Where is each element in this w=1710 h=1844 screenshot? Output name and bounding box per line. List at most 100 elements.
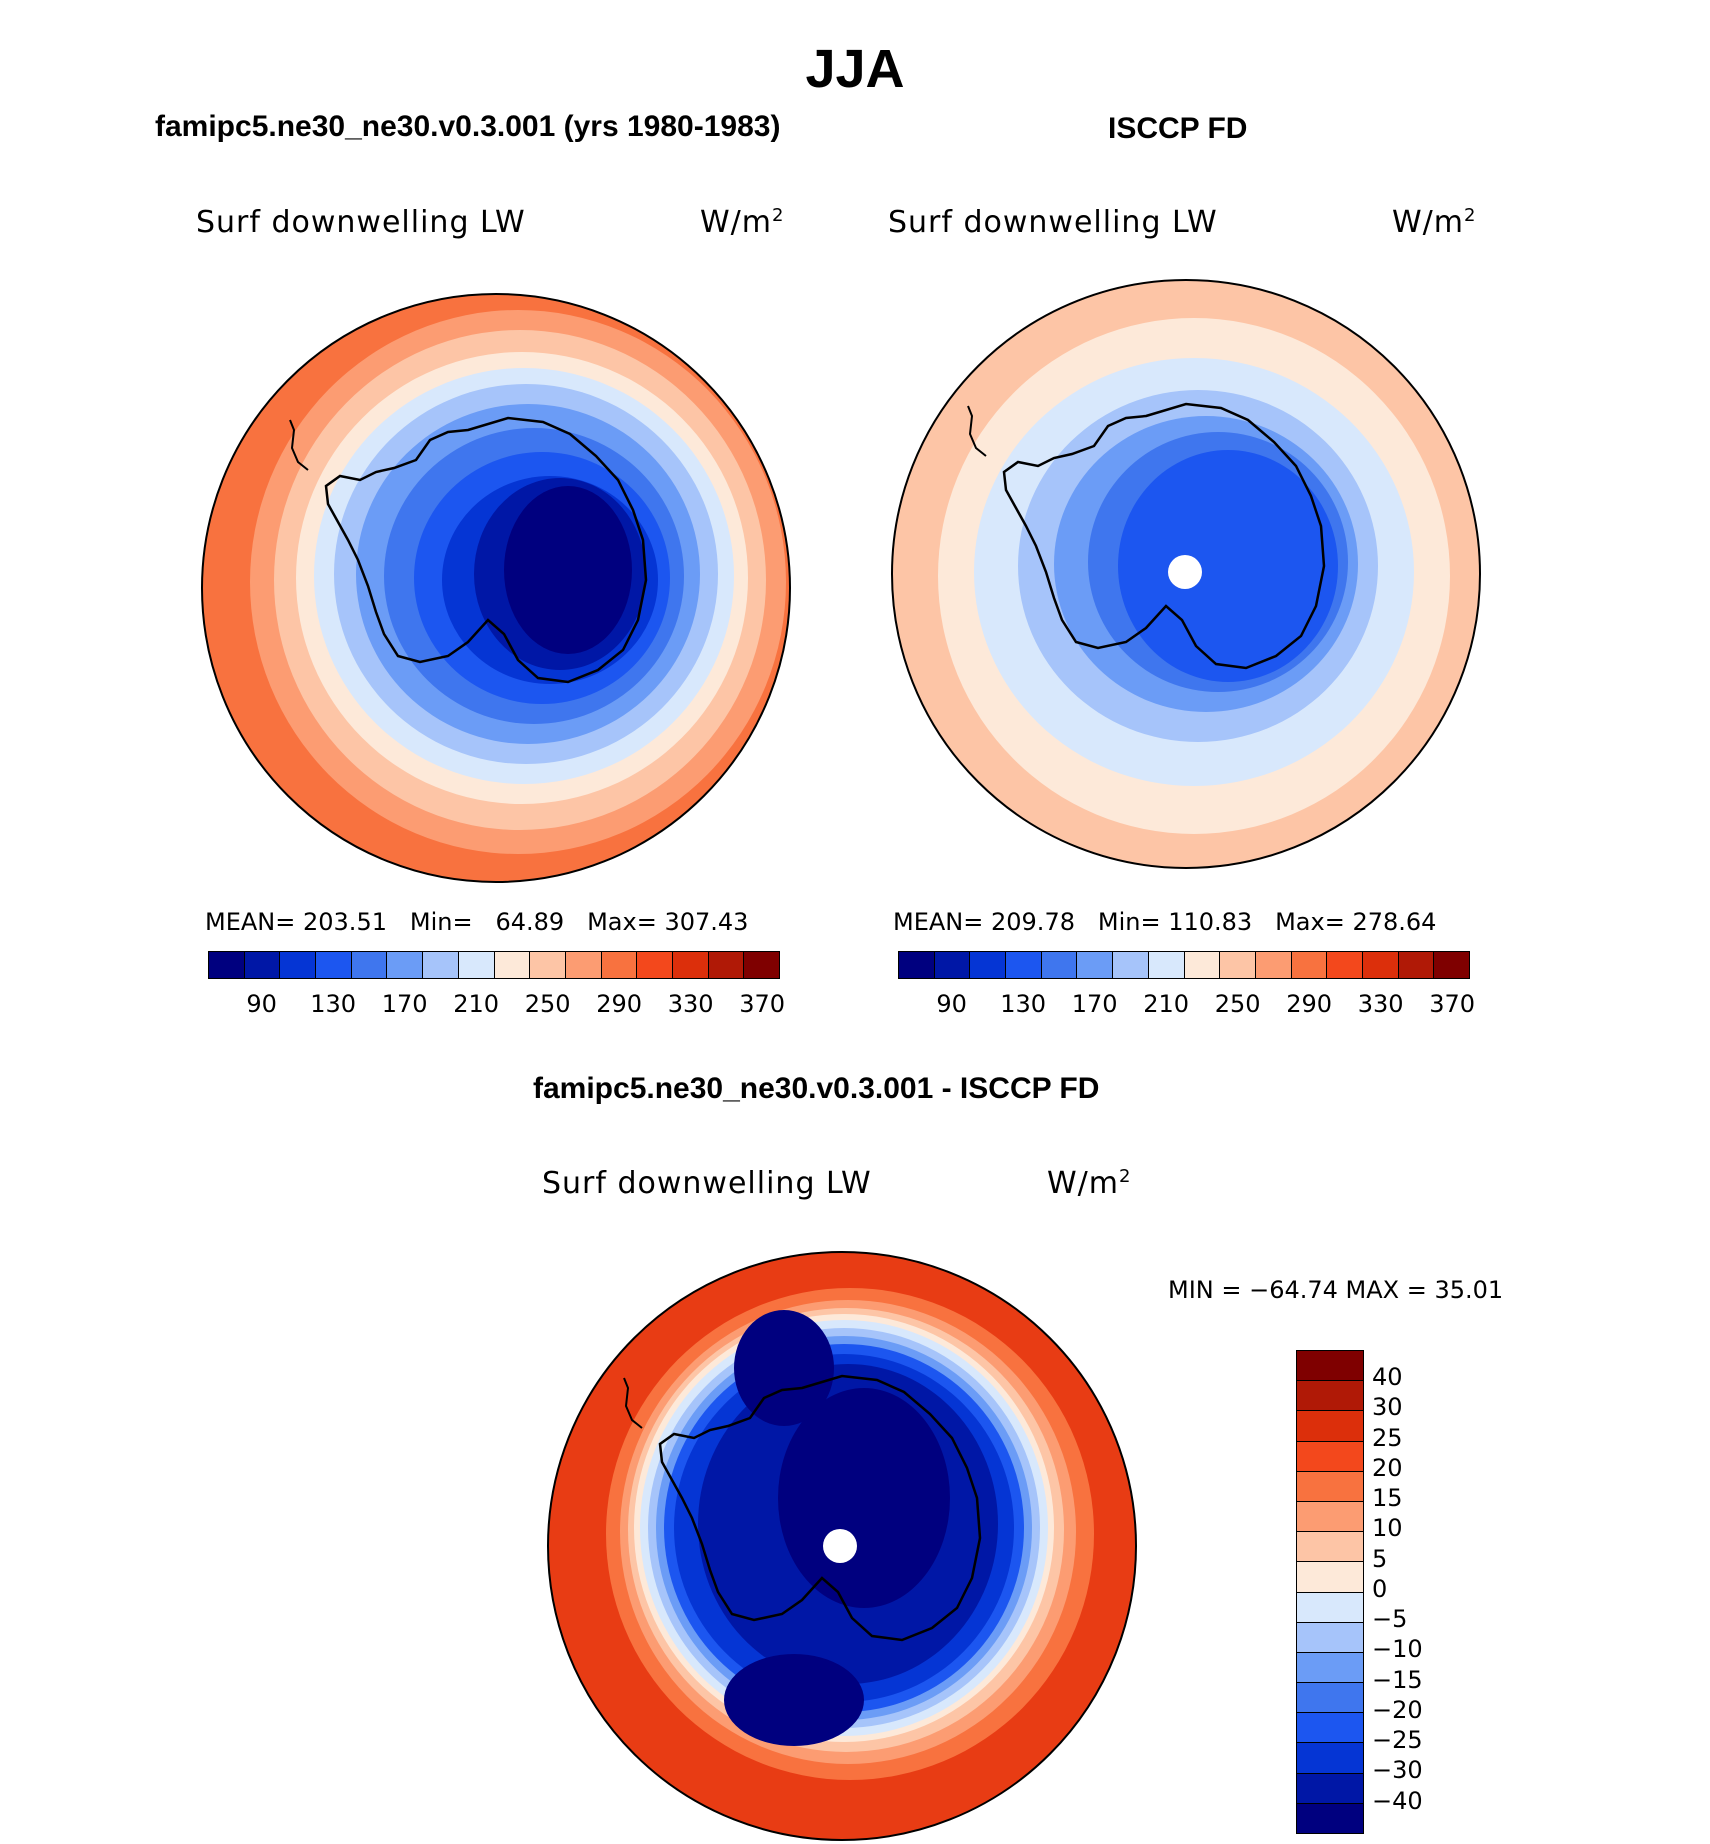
colorbar-tick-label: 170	[1071, 990, 1118, 1018]
colorbar-tick-label: 250	[1214, 990, 1261, 1018]
colorbar-tick-label: 15	[1372, 1484, 1403, 1513]
colorbar-swatch	[1297, 1351, 1363, 1382]
colorbar-tick-label: 40	[1372, 1363, 1403, 1392]
colorbar-swatch	[1077, 952, 1114, 978]
page-title: JJA	[805, 39, 905, 99]
colorbar-swatch	[899, 952, 935, 978]
colorbar-tick-label: 250	[524, 990, 571, 1018]
colorbar-swatch	[1297, 1381, 1363, 1412]
colorbar-swatch	[244, 952, 281, 978]
colorbar-swatch	[601, 952, 638, 978]
colorbar-tick-label: 130	[1000, 990, 1047, 1018]
model-panel-title: famipc5.ne30_ne30.v0.3.001 (yrs 1980-198…	[155, 110, 781, 143]
colorbar-swatch	[1362, 952, 1399, 978]
colorbar-tick-label: 90	[246, 990, 277, 1018]
colorbar-tick-label: 370	[739, 990, 786, 1018]
colorbar-swatch	[1297, 1713, 1363, 1744]
model-variable-label: Surf downwelling LW	[196, 205, 526, 240]
colorbar-swatch	[934, 952, 971, 978]
colorbar-swatch	[1297, 1471, 1363, 1502]
colorbar-swatch	[1297, 1532, 1363, 1563]
model-colorbar	[208, 951, 780, 979]
colorbar-tick-label: 330	[1357, 990, 1404, 1018]
colorbar-tick-label: 90	[936, 990, 967, 1018]
obs-variable-label: Surf downwelling LW	[888, 205, 1218, 240]
colorbar-swatch	[1297, 1683, 1363, 1714]
colorbar-swatch	[530, 952, 566, 978]
colorbar-swatch	[1327, 952, 1363, 978]
colorbar-swatch	[1255, 952, 1292, 978]
colorbar-swatch	[1297, 1501, 1363, 1533]
diff-units-label: W/m2	[1047, 1166, 1132, 1201]
colorbar-swatch	[1297, 1592, 1363, 1623]
colorbar-swatch	[970, 952, 1007, 978]
colorbar-swatch	[458, 952, 495, 978]
colorbar-swatch	[708, 952, 745, 978]
colorbar-tick-label: 170	[381, 990, 428, 1018]
colorbar-swatch	[1291, 952, 1328, 978]
colorbar-swatch	[423, 952, 459, 978]
colorbar-tick-label: −15	[1372, 1665, 1423, 1694]
colorbar-tick-label: 20	[1372, 1453, 1403, 1482]
colorbar-swatch	[1220, 952, 1256, 978]
colorbar-swatch	[387, 952, 424, 978]
colorbar-swatch	[637, 952, 673, 978]
colorbar-swatch	[1113, 952, 1149, 978]
colorbar-swatch	[565, 952, 602, 978]
diff-polar-map	[547, 1251, 1137, 1841]
colorbar-swatch	[1006, 952, 1042, 978]
model-stats: MEAN= 203.51 Min= 64.89 Max= 307.43	[205, 908, 749, 936]
colorbar-tick-label: −5	[1372, 1605, 1408, 1634]
obs-colorbar-ticks: 90 130 170 210 250 290 330 370	[898, 990, 1475, 1020]
colorbar-swatch	[1398, 952, 1435, 978]
colorbar-swatch	[744, 952, 779, 978]
colorbar-swatch	[1297, 1411, 1363, 1442]
colorbar-swatch	[1297, 1773, 1363, 1804]
diff-variable-label: Surf downwelling LW	[542, 1166, 872, 1201]
colorbar-tick-label: 290	[1286, 990, 1333, 1018]
colorbar-tick-label: 210	[453, 990, 500, 1018]
colorbar-swatch	[1434, 952, 1469, 978]
colorbar-tick-label: −40	[1372, 1786, 1423, 1815]
diff-colorbar-ticks: 40 30 25 20 15 10 5 0 −5 −10 −15 −20 −25 −30 −40	[1372, 1350, 1492, 1834]
colorbar-swatch	[1041, 952, 1078, 978]
colorbar-tick-label: 0	[1372, 1574, 1388, 1603]
colorbar-swatch	[1297, 1562, 1363, 1593]
obs-polar-map	[891, 279, 1481, 869]
colorbar-tick-label: 210	[1143, 990, 1190, 1018]
colorbar-swatch	[1297, 1652, 1363, 1684]
colorbar-swatch	[494, 952, 531, 978]
diff-minmax: MIN = −64.74 MAX = 35.01	[1168, 1276, 1504, 1304]
colorbar-swatch	[351, 952, 388, 978]
obs-panel-title: ISCCP FD	[1108, 112, 1248, 145]
colorbar-tick-label: 25	[1372, 1423, 1403, 1452]
colorbar-tick-label: −30	[1372, 1756, 1423, 1785]
colorbar-swatch	[1297, 1622, 1363, 1653]
colorbar-swatch	[1184, 952, 1221, 978]
colorbar-tick-label: 5	[1372, 1544, 1388, 1573]
colorbar-tick-label: 370	[1429, 990, 1476, 1018]
colorbar-tick-label: −20	[1372, 1695, 1423, 1724]
colorbar-tick-label: 330	[667, 990, 714, 1018]
colorbar-swatch	[209, 952, 245, 978]
colorbar-swatch	[1297, 1441, 1363, 1472]
colorbar-swatch	[1148, 952, 1185, 978]
model-units-label: W/m2	[700, 205, 785, 240]
colorbar-tick-label: 30	[1372, 1393, 1403, 1422]
obs-units-label: W/m2	[1392, 205, 1477, 240]
colorbar-tick-label: 290	[596, 990, 643, 1018]
colorbar-swatch	[672, 952, 709, 978]
obs-stats: MEAN= 209.78 Min= 110.83 Max= 278.64	[893, 908, 1437, 936]
diff-colorbar	[1296, 1350, 1364, 1834]
colorbar-tick-label: 10	[1372, 1514, 1403, 1543]
colorbar-tick-label: 130	[310, 990, 357, 1018]
colorbar-swatch	[1297, 1743, 1363, 1774]
colorbar-swatch	[1297, 1803, 1363, 1833]
obs-colorbar	[898, 951, 1470, 979]
colorbar-swatch	[316, 952, 352, 978]
model-polar-map	[201, 293, 791, 883]
model-colorbar-ticks: 90 130 170 210 250 290 330 370	[208, 990, 785, 1020]
colorbar-swatch	[280, 952, 317, 978]
colorbar-tick-label: −10	[1372, 1635, 1423, 1664]
colorbar-tick-label: −25	[1372, 1726, 1423, 1755]
